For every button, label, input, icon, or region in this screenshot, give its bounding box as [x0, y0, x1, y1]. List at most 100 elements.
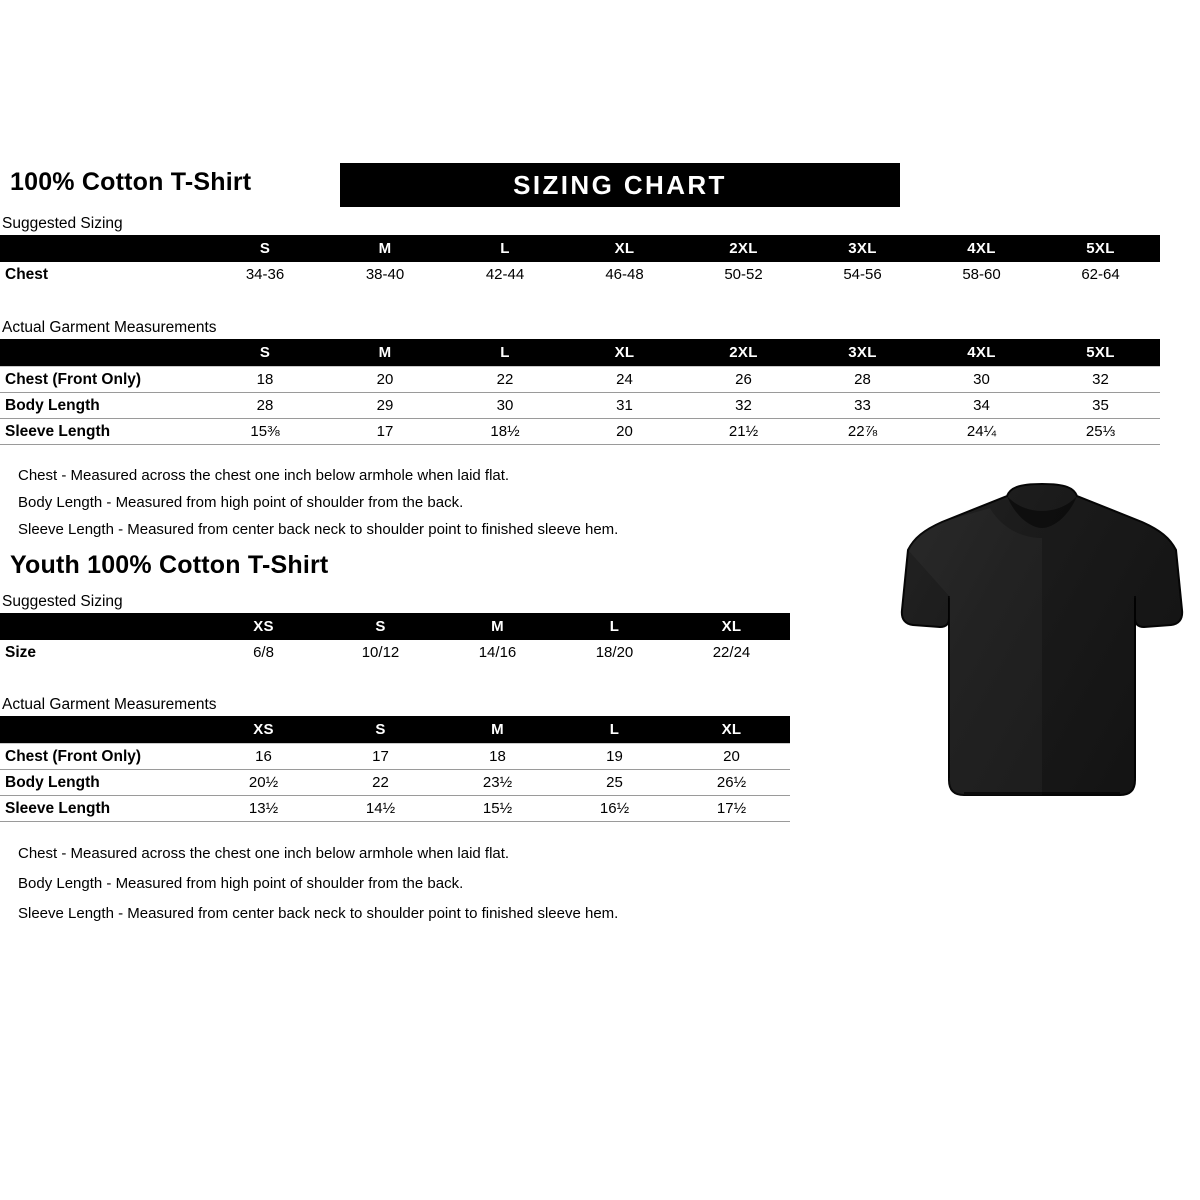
cell-sleeve-length-xs: 13½ [205, 795, 322, 822]
cell-chest-front-l: 22 [445, 366, 565, 393]
cell-size-l: 18/20 [595, 644, 634, 661]
cell-chest-4xl: 58-60 [962, 266, 1001, 283]
cell-chest-front-s: 18 [205, 366, 325, 393]
adult-actual-measurements-table: S M L XL 2XL 3XL 4XL 5XL Chest (Front On… [0, 339, 1160, 445]
cell-body-length-xs: 20½ [205, 769, 322, 796]
cell-body-length-s: 28 [205, 392, 325, 419]
column-header-xl: XL [721, 618, 742, 635]
column-header-xl: XL [614, 344, 635, 361]
youth-suggested-sizing-table: XS S M L XL Size 6/8 10/12 14/16 18/20 2… [0, 613, 790, 665]
column-header-3xl: 3XL [848, 344, 877, 361]
t-shirt-icon [900, 482, 1184, 796]
adult-note-sleeve-length: Sleeve Length - Measured from center bac… [18, 521, 619, 538]
cell-size-xl: 22/24 [712, 644, 751, 661]
cell-sleeve-length-s: 14½ [322, 795, 439, 822]
cell-size-xs: 6/8 [253, 644, 274, 661]
cell-chest-front-m: 18 [439, 743, 556, 770]
cell-chest-front-xl: 20 [673, 743, 790, 770]
cell-body-length-l: 30 [445, 392, 565, 419]
cell-body-length-s: 22 [322, 769, 439, 796]
adult-suggested-sizing-table: S M L XL 2XL 3XL 4XL 5XL Chest 34-36 38-… [0, 235, 1160, 287]
row-label-body-length: Body Length [0, 392, 205, 419]
table-row: Body Length 20½ 22 23½ 25 26½ [0, 769, 790, 796]
sizing-chart-banner: SIZING CHART [340, 163, 900, 207]
cell-body-length-xl: 31 [565, 392, 684, 419]
cell-body-length-3xl: 33 [803, 392, 922, 419]
cell-chest-front-2xl: 26 [684, 366, 803, 393]
column-header-rowlabel [0, 235, 205, 262]
cell-chest-3xl: 54-56 [843, 266, 882, 283]
table-row: Chest (Front Only) 16 17 18 19 20 [0, 743, 790, 770]
row-label-chest-front-only: Chest (Front Only) [0, 743, 205, 770]
column-header-xl: XL [614, 240, 635, 257]
adult-suggested-sizing-label: Suggested Sizing [2, 215, 123, 232]
cell-size-m: 14/16 [478, 644, 517, 661]
column-header-2xl: 2XL [729, 344, 758, 361]
table-header-row: XS S M L XL [0, 613, 790, 640]
cell-sleeve-length-xl: 20 [565, 418, 684, 445]
cell-sleeve-length-l: 18½ [445, 418, 565, 445]
youth-section-title: Youth 100% Cotton T-Shirt [10, 551, 329, 579]
cell-sleeve-length-2xl: 21½ [684, 418, 803, 445]
cell-chest-front-5xl: 32 [1041, 366, 1160, 393]
cell-body-length-xl: 26½ [673, 769, 790, 796]
cell-sleeve-length-3xl: 22⅞ [803, 418, 922, 445]
column-header-2xl: 2XL [729, 240, 758, 257]
column-header-l: L [609, 721, 620, 738]
table-row: Chest 34-36 38-40 42-44 46-48 50-52 54-5… [0, 262, 1160, 287]
column-header-l: L [609, 618, 620, 635]
table-header-row: S M L XL 2XL 3XL 4XL 5XL [0, 339, 1160, 367]
column-header-rowlabel [0, 339, 205, 367]
column-header-5xl: 5XL [1086, 240, 1115, 257]
cell-chest-front-xs: 16 [205, 743, 322, 770]
column-header-s: S [375, 721, 386, 738]
table-row: Sleeve Length 13½ 14½ 15½ 16½ 17½ [0, 795, 790, 822]
cell-body-length-l: 25 [556, 769, 673, 796]
table-header-row: S M L XL 2XL 3XL 4XL 5XL [0, 235, 1160, 262]
cell-chest-m: 38-40 [365, 266, 405, 283]
column-header-4xl: 4XL [967, 344, 996, 361]
table-row: Size 6/8 10/12 14/16 18/20 22/24 [0, 640, 790, 665]
column-header-3xl: 3XL [848, 240, 877, 257]
column-header-4xl: 4XL [967, 240, 996, 257]
cell-chest-front-m: 20 [325, 366, 445, 393]
column-header-m: M [491, 721, 504, 738]
column-header-rowlabel [0, 613, 205, 640]
column-header-s: S [259, 344, 271, 361]
adult-note-chest: Chest - Measured across the chest one in… [18, 467, 510, 484]
cell-chest-front-xl: 24 [565, 366, 684, 393]
table-header-row: XS S M L XL [0, 716, 790, 744]
cell-sleeve-length-5xl: 25⅓ [1041, 418, 1160, 445]
cell-chest-s: 34-36 [245, 266, 285, 283]
cell-chest-2xl: 50-52 [724, 266, 763, 283]
cell-body-length-2xl: 32 [684, 392, 803, 419]
column-header-xs: XS [253, 618, 274, 635]
adult-section-title: 100% Cotton T-Shirt [10, 168, 252, 196]
column-header-xs: XS [253, 721, 274, 738]
cell-chest-front-3xl: 28 [803, 366, 922, 393]
row-label-chest: Chest [5, 265, 49, 283]
cell-sleeve-length-4xl: 24¼ [922, 418, 1041, 445]
cell-body-length-m: 23½ [439, 769, 556, 796]
cell-chest-l: 42-44 [485, 266, 525, 283]
cell-sleeve-length-l: 16½ [556, 795, 673, 822]
column-header-rowlabel [0, 716, 205, 744]
table-row: Body Length 28 29 30 31 32 33 34 35 [0, 392, 1160, 419]
column-header-s: S [259, 240, 271, 257]
cell-chest-5xl: 62-64 [1081, 266, 1120, 283]
adult-note-body-length: Body Length - Measured from high point o… [18, 494, 464, 511]
column-header-m: M [491, 618, 504, 635]
youth-note-sleeve-length: Sleeve Length - Measured from center bac… [18, 905, 619, 922]
cell-body-length-4xl: 34 [922, 392, 1041, 419]
row-label-size: Size [5, 643, 37, 661]
column-header-m: M [378, 344, 392, 361]
youth-actual-measurements-table: XS S M L XL Chest (Front Only) 16 17 18 … [0, 716, 790, 822]
column-header-m: M [378, 240, 392, 257]
cell-sleeve-length-s: 15⅜ [205, 418, 325, 445]
column-header-l: L [500, 344, 510, 361]
cell-chest-front-s: 17 [322, 743, 439, 770]
youth-note-body-length: Body Length - Measured from high point o… [18, 875, 464, 892]
cell-sleeve-length-xl: 17½ [673, 795, 790, 822]
youth-actual-measurements-label: Actual Garment Measurements [2, 696, 217, 713]
row-label-chest-front-only: Chest (Front Only) [0, 366, 205, 393]
